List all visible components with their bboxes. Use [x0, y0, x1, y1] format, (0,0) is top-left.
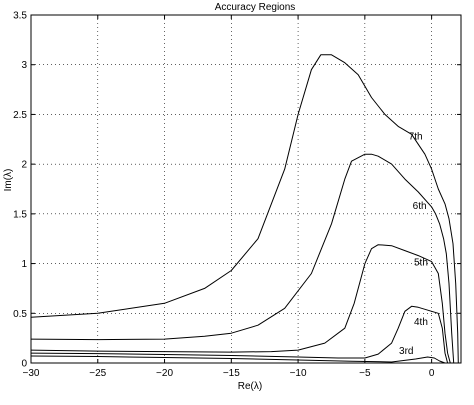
series-line-4th [30, 305, 449, 364]
series-label-3rd: 3rd [399, 346, 413, 357]
y-axis-label: Im(λ) [3, 169, 14, 192]
series-line-5th [30, 244, 451, 364]
series-layer [30, 54, 459, 364]
series-label-6th: 6th [413, 201, 427, 212]
y-tick-label: 1.5 [13, 209, 27, 220]
y-tick-label: 3 [21, 60, 27, 71]
x-tick-label: −10 [290, 368, 307, 379]
axis-ticks: −30 −25 −20 −15 −10 −5 0 0 0.5 1 1.5 2 2.5 3 3.5 [13, 11, 461, 379]
y-tick-label: 2.5 [13, 110, 27, 121]
x-tick-label: −5 [359, 368, 371, 379]
x-tick-label: −20 [156, 368, 173, 379]
series-label-4th: 4th [414, 317, 428, 328]
plot-frame [30, 14, 462, 364]
series-label-5th: 5th [414, 258, 428, 269]
y-tick-label: 3.5 [13, 11, 27, 22]
y-tick-label: 0 [21, 359, 27, 370]
chart-title: Accuracy Regions [215, 2, 296, 13]
series-line-6th [30, 153, 455, 364]
series-label-7th: 7th [409, 131, 423, 142]
series-labels: 3rd 4th 5th 6th 7th [399, 131, 428, 357]
x-tick-label: −15 [223, 368, 240, 379]
y-tick-label: 0.5 [13, 309, 27, 320]
series-line-3rd [30, 355, 446, 364]
x-tick-label: −25 [89, 368, 106, 379]
series-line-7th [30, 54, 459, 364]
x-axis-label: Re(λ) [238, 381, 262, 392]
y-tick-label: 2 [21, 160, 27, 171]
y-tick-label: 1 [21, 259, 27, 270]
grid-lines [31, 15, 461, 363]
x-tick-label: 0 [429, 368, 435, 379]
x-tick-label: −30 [23, 368, 40, 379]
